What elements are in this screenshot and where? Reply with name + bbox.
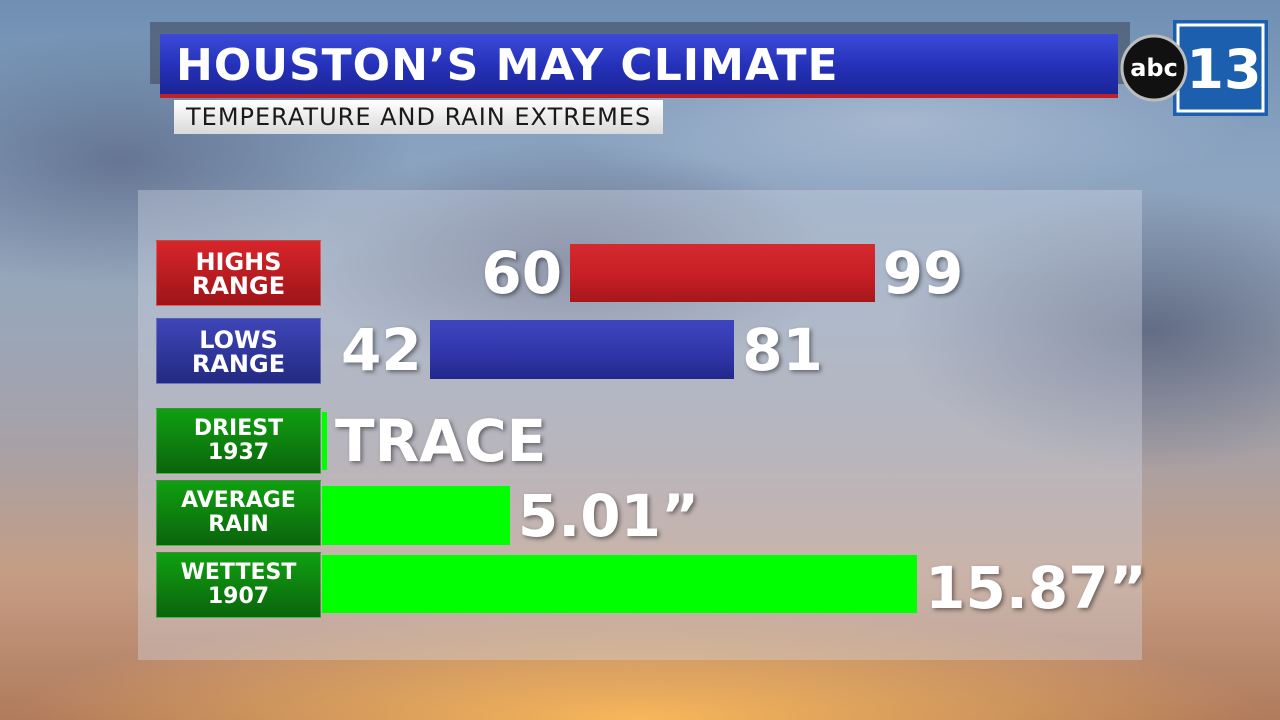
page-subtitle: TEMPERATURE AND RAIN EXTREMES bbox=[174, 100, 664, 134]
driest-label: DRIEST 1937 bbox=[156, 408, 321, 474]
abc13-logo: abc 13 bbox=[1120, 20, 1268, 116]
driest-label-line-2: 1937 bbox=[207, 440, 270, 465]
wettest-label-line-2: 1907 bbox=[207, 584, 270, 609]
average-rain-bar bbox=[322, 486, 510, 545]
lows-range-label: LOWS RANGE bbox=[156, 318, 321, 384]
average-rain-value: 5.01” bbox=[517, 482, 700, 550]
title-bar: HOUSTON’S MAY CLIMATE bbox=[160, 34, 1118, 98]
logo-square bbox=[1173, 20, 1268, 116]
highs-range-bar bbox=[570, 244, 875, 302]
wettest-label-line-1: WETTEST bbox=[180, 560, 297, 585]
average-label-line-1: AVERAGE bbox=[181, 488, 296, 513]
lows-high-value: 81 bbox=[742, 316, 823, 384]
lows-label-line-1: LOWS bbox=[199, 326, 278, 354]
highs-high-value: 99 bbox=[882, 239, 964, 307]
highs-range-label: HIGHS RANGE bbox=[156, 240, 321, 306]
average-rain-label: AVERAGE RAIN bbox=[156, 480, 321, 546]
wettest-value: 15.87” bbox=[925, 554, 1147, 622]
average-label-line-2: RAIN bbox=[208, 512, 269, 537]
lows-label-line-2: RANGE bbox=[191, 350, 286, 378]
wettest-label: WETTEST 1907 bbox=[156, 552, 321, 618]
highs-label-line-1: HIGHS bbox=[195, 248, 282, 276]
driest-value: TRACE bbox=[335, 407, 547, 475]
logo-channel-text: 13 bbox=[1186, 38, 1261, 101]
lows-range-bar bbox=[430, 320, 735, 379]
logo-abc-circle bbox=[1120, 34, 1188, 102]
driest-label-line-1: DRIEST bbox=[193, 416, 284, 441]
driest-bar bbox=[322, 412, 327, 470]
highs-label-line-2: RANGE bbox=[191, 272, 286, 300]
wettest-bar bbox=[322, 555, 918, 613]
highs-low-value: 60 bbox=[481, 239, 563, 307]
lows-low-value: 42 bbox=[341, 316, 422, 384]
logo-network-text: abc bbox=[1130, 54, 1178, 82]
page-title: HOUSTON’S MAY CLIMATE bbox=[176, 40, 839, 91]
